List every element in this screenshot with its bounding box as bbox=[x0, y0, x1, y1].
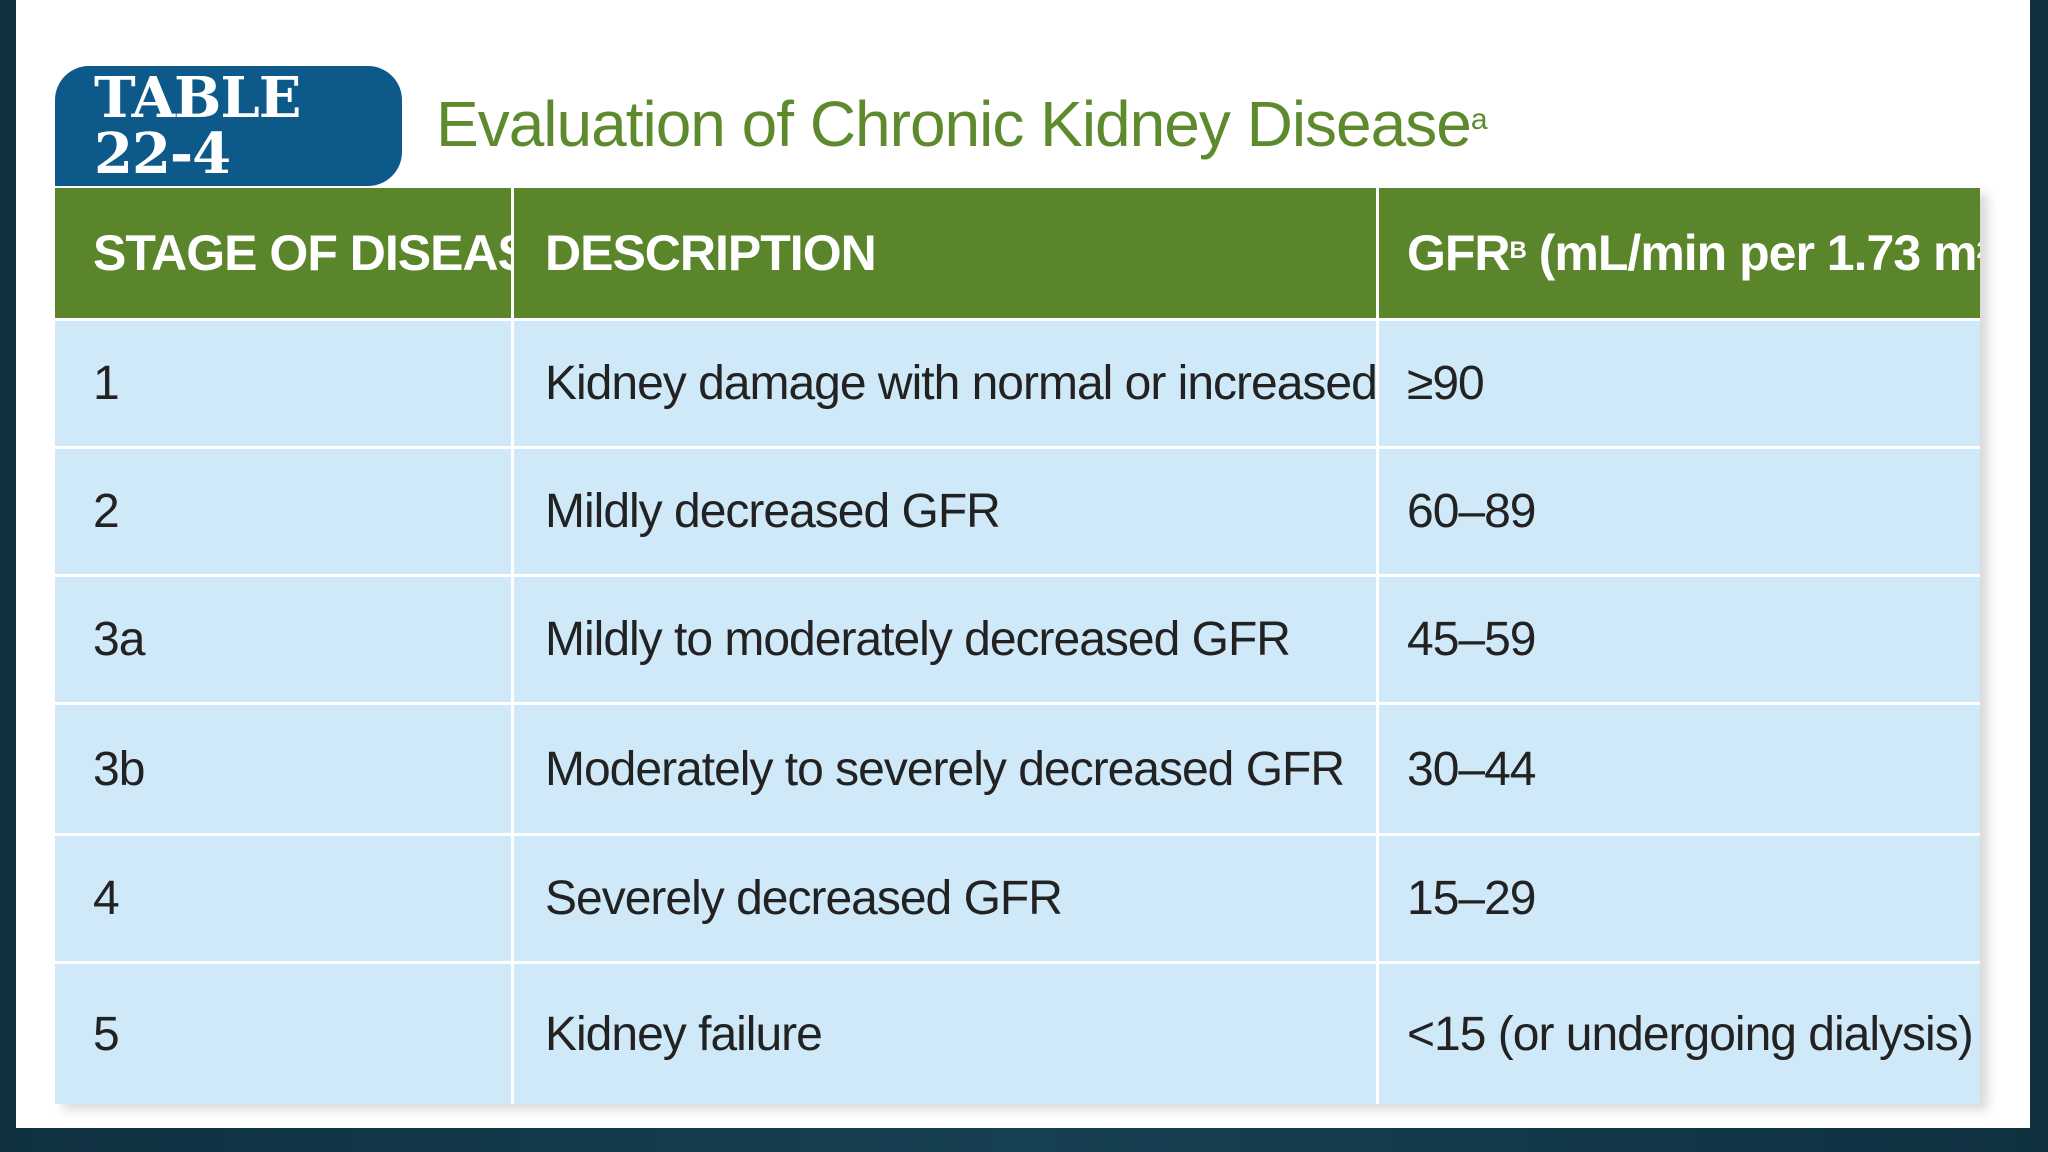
description-cell: Moderately to severely decreased GFR bbox=[511, 705, 1376, 833]
table-row: 3a Mildly to moderately decreased GFR 45… bbox=[55, 574, 1980, 702]
table-row: 5 Kidney failure <15 (or undergoing dial… bbox=[55, 961, 1980, 1104]
table-row: 1 Kidney damage with normal or increased… bbox=[55, 318, 1980, 446]
header-gfr-superscript: B bbox=[1509, 237, 1527, 264]
header-description: DESCRIPTION bbox=[511, 188, 1376, 318]
stage-cell: 2 bbox=[93, 485, 120, 538]
table-row: 4 Severely decreased GFR 15–29 bbox=[55, 833, 1980, 961]
stage-cell: 4 bbox=[93, 872, 120, 925]
table-title: Evaluation of Chronic Kidney Diseasea bbox=[436, 84, 1487, 164]
gfr-cell: 30–44 bbox=[1376, 705, 1980, 833]
gfr-cell: 60–89 bbox=[1376, 449, 1980, 574]
table-title-text: Evaluation of Chronic Kidney Disease bbox=[436, 88, 1472, 160]
stage-cell: 3a bbox=[93, 613, 145, 666]
table-row: 3b Moderately to severely decreased GFR … bbox=[55, 702, 1980, 833]
slide: TABLE 22-4 Evaluation of Chronic Kidney … bbox=[16, 0, 2030, 1128]
gfr-cell: ≥90 bbox=[1376, 321, 1980, 446]
stage-cell: 1 bbox=[93, 357, 120, 410]
gfr-cell: 15–29 bbox=[1376, 836, 1980, 961]
description-cell: Mildly to moderately decreased GFR bbox=[511, 577, 1376, 702]
description-cell: Kidney damage with normal or increased G… bbox=[511, 321, 1376, 446]
header-gfr-units: (mL/min per 1.73 m bbox=[1525, 225, 1978, 281]
stage-cell: 3b bbox=[93, 742, 145, 796]
header-gfr-units-superscript: 2 bbox=[1976, 237, 1980, 265]
description-cell: Mildly decreased GFR bbox=[511, 449, 1376, 574]
description-cell: Kidney failure bbox=[511, 964, 1376, 1104]
header-stage: STAGE OF DISEASE bbox=[93, 225, 511, 281]
table-title-superscript: a bbox=[1470, 103, 1488, 136]
table-row: 2 Mildly decreased GFR 60–89 bbox=[55, 446, 1980, 574]
stage-cell: 5 bbox=[93, 1007, 120, 1061]
description-cell: Severely decreased GFR bbox=[511, 836, 1376, 961]
gfr-cell: 45–59 bbox=[1376, 577, 1980, 702]
table-number-badge: TABLE 22-4 bbox=[55, 66, 402, 186]
header-gfr-label: GFR bbox=[1407, 225, 1511, 281]
gfr-cell: <15 (or undergoing dialysis) bbox=[1376, 964, 1980, 1104]
